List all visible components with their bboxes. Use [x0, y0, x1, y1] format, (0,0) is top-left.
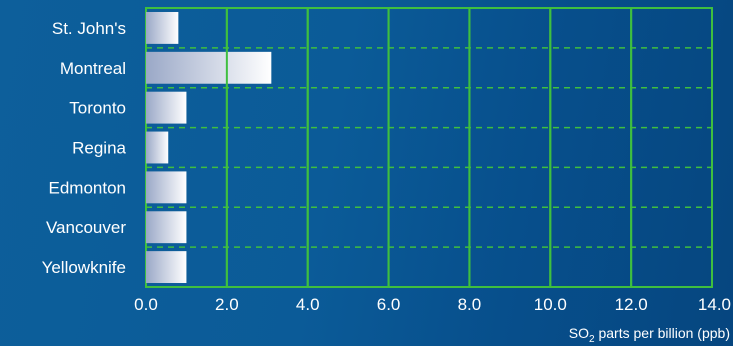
bars: [146, 8, 633, 287]
x-tick-label: 6.0: [377, 295, 401, 314]
x-axis-title-rest: parts per billion (ppb): [595, 325, 730, 341]
bar: [146, 211, 187, 244]
bar: [146, 131, 169, 164]
grid-lines: [145, 7, 713, 288]
bar: [146, 251, 187, 284]
category-label: Montreal: [60, 59, 126, 78]
x-axis-title-main: SO: [569, 325, 589, 341]
bar: [146, 11, 179, 44]
x-tick-label: 0.0: [134, 295, 158, 314]
bar: [146, 91, 187, 124]
x-tick-label: 8.0: [458, 295, 482, 314]
category-label: St. John's: [52, 19, 126, 38]
category-label: Regina: [72, 139, 126, 158]
category-label: Yellowknife: [42, 258, 126, 277]
category-labels: St. John's Montreal Toronto Regina Edmonton V…: [42, 19, 127, 277]
x-tick-label: 12.0: [615, 295, 648, 314]
category-label: Edmonton: [49, 178, 127, 197]
x-tick-label: 2.0: [215, 295, 239, 314]
x-axis-title-subscript: 2: [589, 334, 595, 345]
x-tick-label: 10.0: [534, 295, 567, 314]
x-axis-title: SO2 parts per billion (ppb): [569, 325, 730, 345]
plot-frame: [145, 7, 713, 288]
category-label: Toronto: [69, 99, 126, 118]
x-tick-labels: 0.0 2.0 4.0 6.0 8.0 10.0 12.0 14.0: [134, 295, 731, 314]
bar: [146, 51, 272, 84]
bar: [146, 171, 187, 204]
category-label: Vancouver: [46, 218, 126, 237]
x-tick-label: 4.0: [296, 295, 320, 314]
x-tick-label: 14.0: [698, 295, 731, 314]
